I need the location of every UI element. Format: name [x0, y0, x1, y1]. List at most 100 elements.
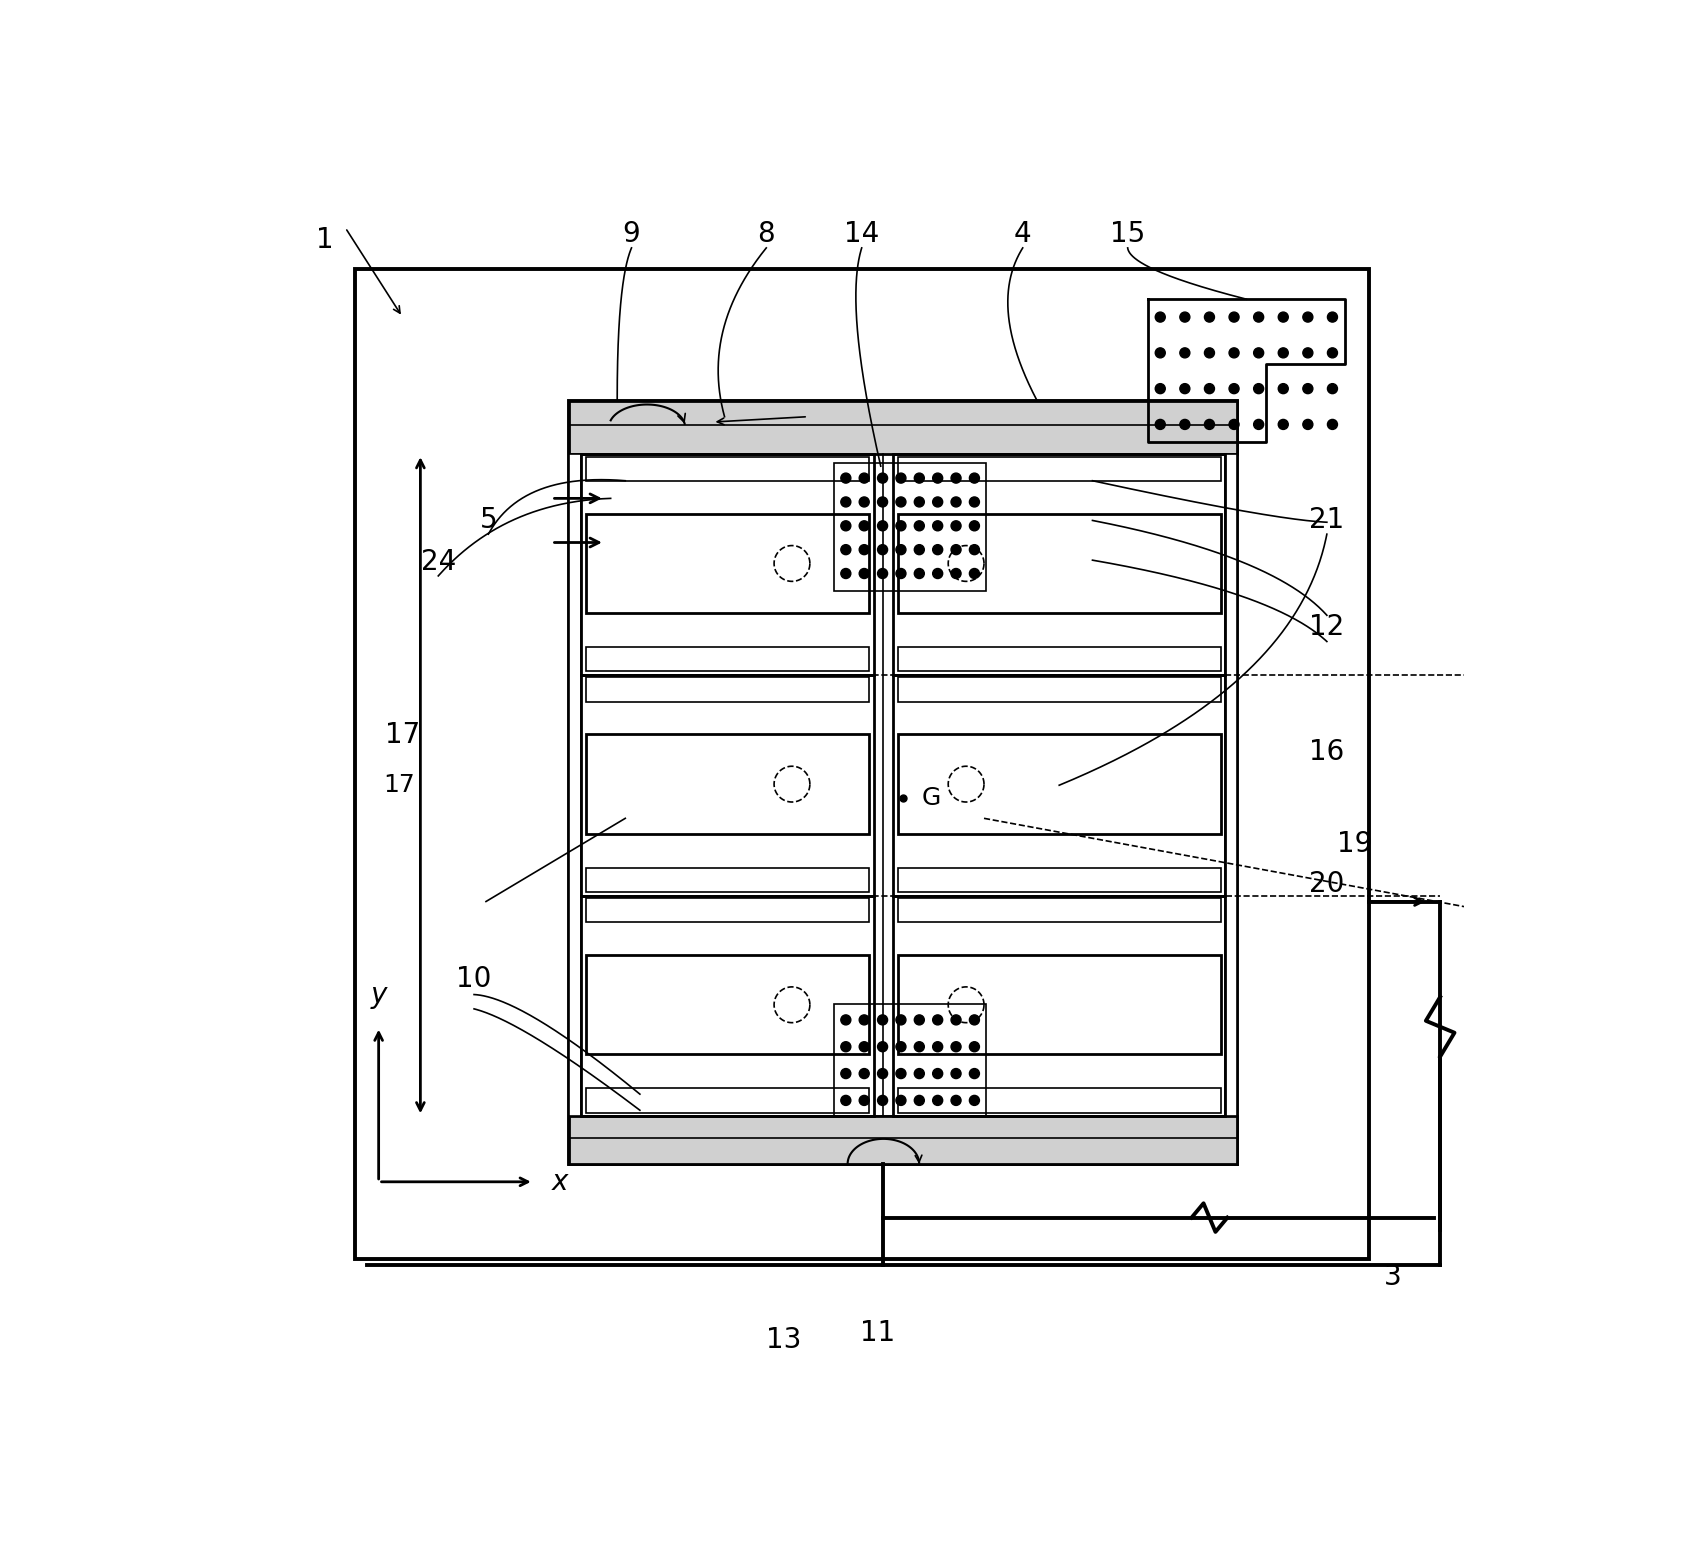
- Circle shape: [896, 568, 906, 578]
- Text: 1: 1: [317, 226, 334, 254]
- Circle shape: [877, 545, 887, 555]
- Circle shape: [914, 545, 924, 555]
- Circle shape: [1204, 384, 1214, 393]
- Text: 14: 14: [845, 220, 879, 248]
- Bar: [581, 675, 874, 895]
- Text: 4: 4: [1014, 220, 1031, 248]
- Text: 5: 5: [479, 507, 498, 534]
- Bar: [897, 514, 1221, 613]
- Circle shape: [841, 1069, 852, 1078]
- Circle shape: [970, 497, 980, 507]
- Bar: [835, 463, 985, 592]
- Circle shape: [1253, 420, 1263, 429]
- Bar: [586, 677, 869, 702]
- Circle shape: [1304, 384, 1312, 393]
- Circle shape: [858, 568, 869, 578]
- Circle shape: [1180, 420, 1190, 429]
- Circle shape: [841, 472, 852, 483]
- Circle shape: [841, 1095, 852, 1106]
- Circle shape: [1155, 420, 1165, 429]
- Text: 3: 3: [1383, 1264, 1402, 1292]
- Circle shape: [1278, 420, 1288, 429]
- Circle shape: [1204, 349, 1214, 358]
- Circle shape: [1180, 384, 1190, 393]
- Circle shape: [1253, 384, 1263, 393]
- Bar: [892, 895, 1226, 1117]
- Bar: [586, 514, 869, 613]
- Circle shape: [896, 1015, 906, 1025]
- Circle shape: [841, 497, 852, 507]
- Circle shape: [896, 1069, 906, 1078]
- Bar: [897, 734, 1221, 833]
- Circle shape: [896, 472, 906, 483]
- Circle shape: [1304, 420, 1312, 429]
- Circle shape: [858, 497, 869, 507]
- Circle shape: [858, 520, 869, 531]
- Circle shape: [914, 520, 924, 531]
- Circle shape: [1253, 311, 1263, 322]
- Circle shape: [1229, 311, 1239, 322]
- Bar: [569, 1117, 1238, 1163]
- Circle shape: [914, 472, 924, 483]
- Circle shape: [970, 1095, 980, 1106]
- Circle shape: [896, 520, 906, 531]
- Circle shape: [951, 545, 962, 555]
- Text: 12: 12: [1309, 613, 1344, 641]
- Bar: [897, 457, 1221, 480]
- Text: 21: 21: [1309, 507, 1344, 534]
- Circle shape: [951, 1095, 962, 1106]
- Circle shape: [1229, 384, 1239, 393]
- Circle shape: [970, 1042, 980, 1052]
- Circle shape: [1327, 311, 1337, 322]
- Text: 20: 20: [1309, 869, 1344, 897]
- Circle shape: [896, 545, 906, 555]
- Circle shape: [914, 1069, 924, 1078]
- Bar: [586, 734, 869, 833]
- Circle shape: [841, 545, 852, 555]
- Text: y: y: [371, 981, 386, 1008]
- Circle shape: [1278, 311, 1288, 322]
- Circle shape: [1180, 349, 1190, 358]
- Circle shape: [914, 1042, 924, 1052]
- Circle shape: [951, 1015, 962, 1025]
- Text: 17: 17: [383, 773, 415, 798]
- Circle shape: [1327, 384, 1337, 393]
- Circle shape: [933, 1015, 943, 1025]
- Circle shape: [933, 545, 943, 555]
- Circle shape: [1155, 311, 1165, 322]
- Circle shape: [951, 1069, 962, 1078]
- Bar: [897, 867, 1221, 892]
- Bar: [586, 867, 869, 892]
- Bar: [1226, 454, 1238, 1117]
- Circle shape: [933, 520, 943, 531]
- Text: 17: 17: [384, 720, 420, 748]
- Bar: [892, 454, 1226, 675]
- Circle shape: [1204, 311, 1214, 322]
- Circle shape: [1155, 384, 1165, 393]
- Circle shape: [877, 1095, 887, 1106]
- Bar: [897, 898, 1221, 922]
- Circle shape: [1155, 349, 1165, 358]
- Circle shape: [1327, 420, 1337, 429]
- Circle shape: [970, 1069, 980, 1078]
- Circle shape: [970, 472, 980, 483]
- Circle shape: [970, 520, 980, 531]
- Text: 8: 8: [757, 220, 775, 248]
- Circle shape: [1278, 349, 1288, 358]
- Text: 11: 11: [860, 1320, 896, 1348]
- Bar: [581, 895, 874, 1117]
- Circle shape: [933, 497, 943, 507]
- Circle shape: [841, 520, 852, 531]
- Bar: [569, 401, 1238, 1163]
- Circle shape: [914, 1015, 924, 1025]
- Circle shape: [933, 1095, 943, 1106]
- Circle shape: [1253, 349, 1263, 358]
- Circle shape: [877, 472, 887, 483]
- Bar: [897, 677, 1221, 702]
- Circle shape: [896, 1042, 906, 1052]
- Text: 9: 9: [623, 220, 640, 248]
- Circle shape: [933, 1069, 943, 1078]
- Circle shape: [951, 472, 962, 483]
- Circle shape: [877, 1069, 887, 1078]
- Circle shape: [933, 568, 943, 578]
